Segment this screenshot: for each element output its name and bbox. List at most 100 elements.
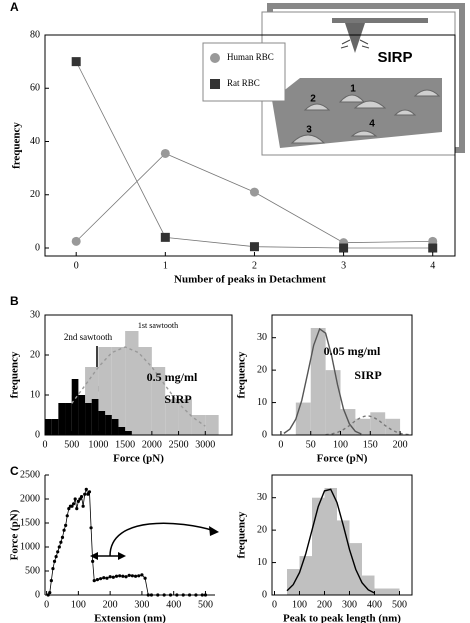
x-tick-label: 2500	[169, 439, 189, 450]
x-tick-label: 300	[342, 599, 357, 610]
cantilever	[332, 18, 428, 23]
x-tick-label: 1500	[115, 439, 135, 450]
y-tick-label: 20	[30, 189, 40, 200]
bar	[325, 370, 341, 435]
plot-frame	[271, 314, 413, 436]
bar	[337, 520, 350, 595]
marker	[76, 499, 80, 503]
cells	[290, 89, 441, 144]
y-tick-label: 40	[30, 136, 40, 147]
x-tick-label: 1	[163, 260, 168, 271]
bar	[71, 379, 79, 435]
bar	[98, 411, 106, 435]
x-tick-label: 100	[333, 439, 348, 450]
x-axis-label: Peak to peak length (nm)	[283, 613, 401, 623]
y-tick-label: 0	[35, 589, 40, 600]
marker	[73, 497, 77, 501]
marker	[75, 507, 79, 511]
inset-label: 2	[310, 94, 316, 105]
bar	[78, 395, 86, 435]
x-tick-label: 3	[341, 260, 346, 271]
x-tick-label: 400	[166, 599, 181, 610]
marker	[86, 492, 90, 496]
x-tick-label: 300	[134, 599, 149, 610]
marker	[64, 523, 68, 528]
y-tick-label: 500	[25, 565, 40, 576]
marker	[160, 148, 170, 158]
y-tick-label: 1500	[20, 517, 40, 528]
marker	[339, 243, 349, 253]
x-tick-label: 200	[317, 599, 332, 610]
marker	[84, 487, 88, 491]
y-axis-label: frequency	[9, 351, 21, 398]
marker	[95, 578, 100, 582]
x-axis-label: Extension (nm)	[94, 613, 166, 623]
marker	[62, 528, 66, 532]
marker	[130, 574, 134, 578]
marker	[118, 574, 122, 578]
x-tick-label: 100	[292, 599, 307, 610]
bar	[295, 402, 311, 435]
bar	[370, 412, 386, 435]
x-tick-label: 0	[44, 599, 49, 610]
y-tick-label: 1000	[20, 541, 40, 552]
marker	[121, 574, 125, 578]
inset-label: 4	[369, 119, 375, 130]
marker	[140, 573, 144, 577]
marker	[78, 497, 82, 501]
marker	[143, 576, 147, 580]
y-tick-label: 30	[257, 492, 267, 503]
bar	[65, 403, 72, 435]
marker	[133, 574, 138, 578]
inset-label: 3	[306, 125, 312, 136]
chart: B 0 10 20 30 0 500 1000 1500 2000 2500 3000 Force (p…	[9, 294, 233, 465]
x-tick-label: 500	[64, 439, 79, 450]
bar	[324, 487, 337, 595]
y-axis-label: frequency	[236, 511, 248, 558]
y-axis-label: Force (pN)	[9, 509, 21, 560]
legend-frame	[202, 42, 286, 102]
bar	[299, 556, 312, 595]
marker	[137, 574, 141, 578]
bar	[312, 497, 325, 595]
marker	[71, 57, 81, 67]
series-line	[325, 414, 410, 436]
bar	[385, 418, 401, 435]
bar	[45, 419, 52, 435]
marker	[49, 579, 53, 583]
marker	[83, 492, 87, 496]
arrowhead	[209, 526, 219, 536]
marker	[81, 504, 85, 508]
y-tick-label: 20	[30, 349, 40, 360]
bar	[125, 431, 132, 435]
series-line	[283, 327, 362, 435]
x-tick-label: 150	[363, 439, 378, 450]
annotation: 0.05 mg/ml	[324, 344, 381, 358]
substrate	[272, 78, 442, 148]
y-tick-label: 60	[30, 83, 40, 94]
legend-label: Human RBC	[227, 52, 274, 62]
series-line	[286, 488, 375, 594]
marker	[99, 577, 103, 581]
annotation: SIRP	[164, 392, 191, 406]
x-tick-label: 0	[278, 439, 283, 450]
bar	[191, 415, 206, 435]
bar	[374, 588, 387, 595]
bar	[355, 418, 371, 435]
marker	[79, 495, 84, 499]
x-tick-label: 2	[252, 260, 257, 271]
marker	[54, 555, 58, 559]
x-axis-label: Force (pN)	[113, 453, 164, 465]
y-axis-label: frequency	[11, 122, 23, 169]
legend-marker	[210, 79, 220, 89]
tip	[345, 23, 365, 53]
y-tick-label: 20	[257, 524, 267, 535]
marker	[71, 502, 76, 506]
x-axis-label: Force (pN)	[317, 453, 368, 465]
y-axis-label: frequency	[236, 351, 248, 398]
marker	[89, 526, 93, 530]
marker	[92, 579, 96, 583]
marker	[127, 573, 131, 577]
x-tick-label: 400	[367, 599, 382, 610]
